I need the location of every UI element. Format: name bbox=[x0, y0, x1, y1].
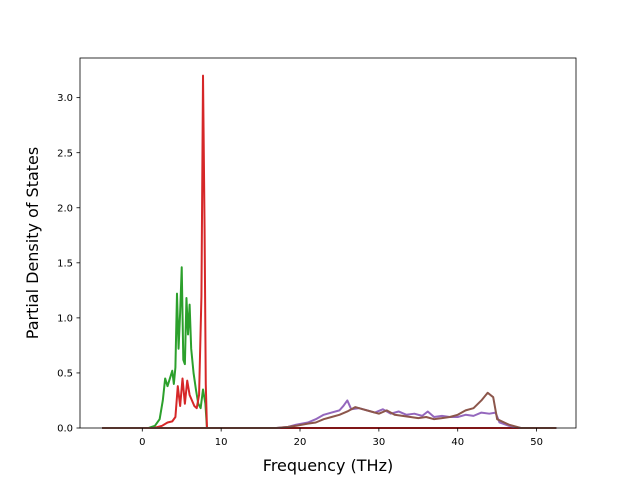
y-tick-label: 0.0 bbox=[57, 424, 73, 435]
y-tick-label: 1.0 bbox=[57, 313, 73, 324]
series-line-6 bbox=[102, 391, 557, 429]
x-tick-label: 30 bbox=[372, 437, 385, 448]
y-tick-label: 2.0 bbox=[57, 203, 73, 214]
series-line-5 bbox=[102, 399, 557, 429]
series-line-4 bbox=[102, 74, 557, 429]
x-axis-title: Frequency (THz) bbox=[263, 456, 393, 475]
axes-frame bbox=[79, 57, 577, 429]
y-tick-label: 2.5 bbox=[57, 148, 73, 159]
y-tick-label: 3.0 bbox=[57, 93, 73, 104]
series-line-3 bbox=[102, 266, 557, 429]
x-axis: 0 10 20 30 40 50 bbox=[139, 428, 543, 448]
x-tick-label: 40 bbox=[451, 437, 464, 448]
y-tick-label: 1.5 bbox=[57, 258, 73, 269]
x-tick-label: 20 bbox=[294, 437, 307, 448]
x-tick-label: 0 bbox=[139, 437, 145, 448]
y-tick-label: 0.5 bbox=[57, 369, 73, 380]
x-tick-label: 10 bbox=[215, 437, 228, 448]
y-axis: 0.0 0.5 1.0 1.5 2.0 2.5 3.0 bbox=[57, 93, 80, 435]
y-axis-title: Partial Density of States bbox=[23, 147, 42, 339]
x-tick-label: 50 bbox=[530, 437, 543, 448]
